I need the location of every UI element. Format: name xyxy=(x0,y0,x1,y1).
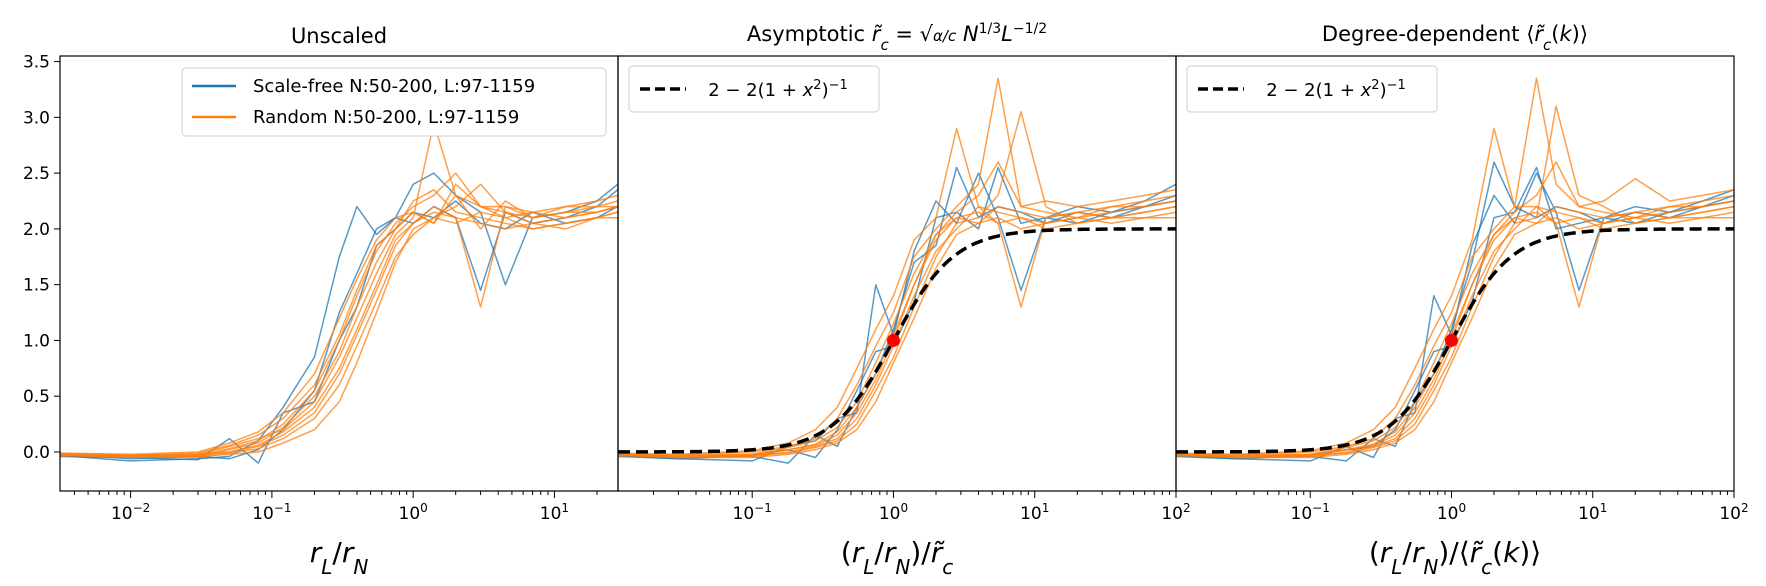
random-series-line-9 xyxy=(1176,161,1734,457)
random-series-line-9 xyxy=(60,122,618,457)
x-tick-label: 10−1 xyxy=(1291,501,1330,524)
random-series-line-5 xyxy=(60,172,618,457)
random-series-line-8 xyxy=(60,211,618,459)
y-tick-label: 2.0 xyxy=(23,220,50,240)
legend-panel-2: 2 − 2(1 + x2)−1 xyxy=(628,65,880,113)
panel-3: 10−1 100 101 102 Degree-dependent ⟨r̃c(k)⟩ (r… xyxy=(1175,22,1749,579)
random-series-line-4 xyxy=(60,205,618,458)
legend-box xyxy=(628,65,880,113)
random-series-line-11 xyxy=(1176,216,1734,459)
legend-box xyxy=(1186,65,1438,113)
random-series-line-10 xyxy=(60,205,618,458)
random-series-line-7 xyxy=(60,194,618,455)
scale-free-series-line-3 xyxy=(1176,166,1734,460)
x-tick-label: 101 xyxy=(1020,501,1049,524)
panel-1: 10−2 10−1 100 101 0.0 0.5 1.0 1.5 2.0 2.5 3.0 3.5 Un… xyxy=(23,24,619,579)
reference-point xyxy=(886,333,900,347)
panel-3-x-ticks: 10−1 100 101 102 xyxy=(1210,491,1749,524)
legend-label-scale-free: Scale-free N:50-200, L:97-1159 xyxy=(253,76,535,97)
panel-1-xlabel: rL/rN xyxy=(310,536,369,579)
random-series-line-6 xyxy=(618,111,1176,459)
random-series-line-6 xyxy=(1176,105,1734,459)
y-tick-label: 0.5 xyxy=(23,387,50,407)
random-series-line-9 xyxy=(618,161,1176,457)
y-tick-label: 0.0 xyxy=(23,443,50,463)
y-axis-ticks: 0.0 0.5 1.0 1.5 2.0 2.5 3.0 3.5 xyxy=(23,53,60,463)
x-tick-label: 10−2 xyxy=(111,501,150,524)
panel-2: 10−1 100 101 102 Asymptotic r̃c = √α/c N1/3L… xyxy=(617,21,1191,579)
y-tick-label: 1.5 xyxy=(23,276,50,296)
legend: Scale-free N:50-200, L:97-1159 Random N:5… xyxy=(181,67,607,137)
random-series-line-11 xyxy=(618,216,1176,459)
x-tick-label: 102 xyxy=(1161,501,1190,524)
reference-point xyxy=(1444,333,1458,347)
random-series-line-12 xyxy=(60,183,618,458)
x-tick-label: 10−1 xyxy=(733,501,772,524)
panel-3-frame xyxy=(1175,55,1735,492)
x-tick-label: 100 xyxy=(879,501,908,524)
scale-free-series-line-3 xyxy=(618,166,1176,460)
panel-2-data xyxy=(618,77,1176,464)
random-series-line-11 xyxy=(60,189,618,457)
y-tick-label: 1.0 xyxy=(23,331,50,351)
reference-curve xyxy=(618,227,1176,454)
scale-free-series-line-1 xyxy=(60,189,618,462)
x-tick-label: 102 xyxy=(1719,501,1748,524)
random-series-line-10 xyxy=(618,205,1176,458)
x-tick-label: 101 xyxy=(1578,501,1607,524)
legend-panel-3: 2 − 2(1 + x2)−1 xyxy=(1186,65,1438,113)
random-series-line-5 xyxy=(618,77,1176,457)
panel-2-title: Asymptotic r̃c = √α/c N1/3L−1/2 xyxy=(747,21,1047,54)
panel-2-x-ticks: 10−1 100 101 102 xyxy=(652,491,1191,524)
panel-3-title: Degree-dependent ⟨r̃c(k)⟩ xyxy=(1322,22,1588,54)
y-tick-label: 3.5 xyxy=(23,53,50,73)
legend-box xyxy=(181,67,607,137)
y-tick-label: 3.0 xyxy=(23,108,50,128)
panel-1-title: Unscaled xyxy=(291,24,387,48)
x-tick-label: 100 xyxy=(1437,501,1466,524)
reference-curve xyxy=(1176,227,1734,454)
legend-label-random: Random N:50-200, L:97-1159 xyxy=(253,107,519,128)
x-tick-label: 101 xyxy=(540,501,569,524)
panel-1-x-ticks: 10−2 10−1 100 101 xyxy=(73,491,598,524)
panel-3-data xyxy=(1176,77,1734,462)
y-tick-label: 2.5 xyxy=(23,164,50,184)
panel-3-xlabel: (rL/rN)/⟨r̃c(k)⟩ xyxy=(1369,536,1541,579)
panel-2-xlabel: (rL/rN)/r̃c xyxy=(841,536,953,579)
random-series-line-6 xyxy=(60,183,618,459)
scale-free-series-line-2 xyxy=(60,172,618,460)
panel-1-data xyxy=(60,122,618,464)
random-series-line-5 xyxy=(1176,77,1734,457)
random-series-line-7 xyxy=(618,127,1176,455)
random-series-line-7 xyxy=(1176,127,1734,455)
panel-2-frame xyxy=(617,55,1177,492)
legend-label-reference-curve: 2 − 2(1 + x2)−1 xyxy=(708,78,848,102)
x-tick-label: 100 xyxy=(399,501,428,524)
scale-free-series-line-3 xyxy=(60,200,618,464)
scale-free-series-line-2 xyxy=(1176,161,1734,462)
legend-label-reference-curve: 2 − 2(1 + x2)−1 xyxy=(1266,78,1406,102)
random-series-line-8 xyxy=(1176,205,1734,458)
random-series-line-8 xyxy=(618,205,1176,458)
random-series-line-10 xyxy=(1176,205,1734,458)
x-tick-label: 10−1 xyxy=(252,501,291,524)
